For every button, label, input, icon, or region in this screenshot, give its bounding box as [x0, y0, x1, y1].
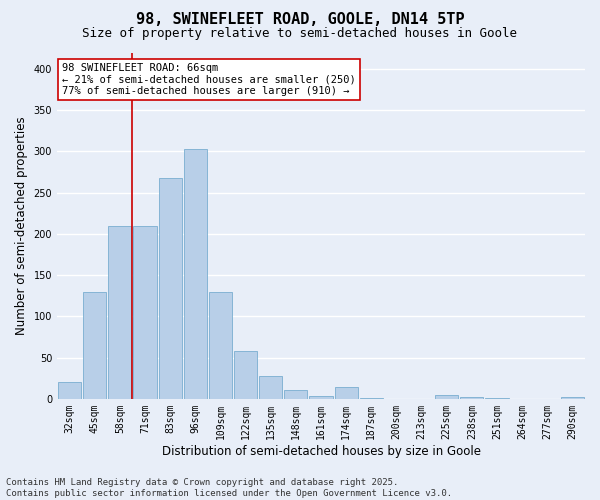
X-axis label: Distribution of semi-detached houses by size in Goole: Distribution of semi-detached houses by … [161, 444, 481, 458]
Y-axis label: Number of semi-detached properties: Number of semi-detached properties [15, 116, 28, 335]
Bar [284, 390, 307, 399]
Bar [460, 397, 484, 399]
Bar [310, 396, 332, 399]
Bar [58, 382, 81, 399]
Bar [158, 178, 182, 399]
Text: 98 SWINEFLEET ROAD: 66sqm
← 21% of semi-detached houses are smaller (250)
77% of: 98 SWINEFLEET ROAD: 66sqm ← 21% of semi-… [62, 63, 356, 96]
Bar [561, 397, 584, 399]
Bar [335, 388, 358, 399]
Bar [259, 376, 283, 399]
Bar [435, 394, 458, 399]
Text: 98, SWINEFLEET ROAD, GOOLE, DN14 5TP: 98, SWINEFLEET ROAD, GOOLE, DN14 5TP [136, 12, 464, 28]
Bar [485, 398, 509, 399]
Bar [360, 398, 383, 399]
Text: Size of property relative to semi-detached houses in Goole: Size of property relative to semi-detach… [83, 28, 517, 40]
Bar [234, 351, 257, 399]
Bar [184, 149, 207, 399]
Bar [109, 226, 131, 399]
Bar [83, 292, 106, 399]
Text: Contains HM Land Registry data © Crown copyright and database right 2025.
Contai: Contains HM Land Registry data © Crown c… [6, 478, 452, 498]
Bar [209, 292, 232, 399]
Bar [133, 226, 157, 399]
